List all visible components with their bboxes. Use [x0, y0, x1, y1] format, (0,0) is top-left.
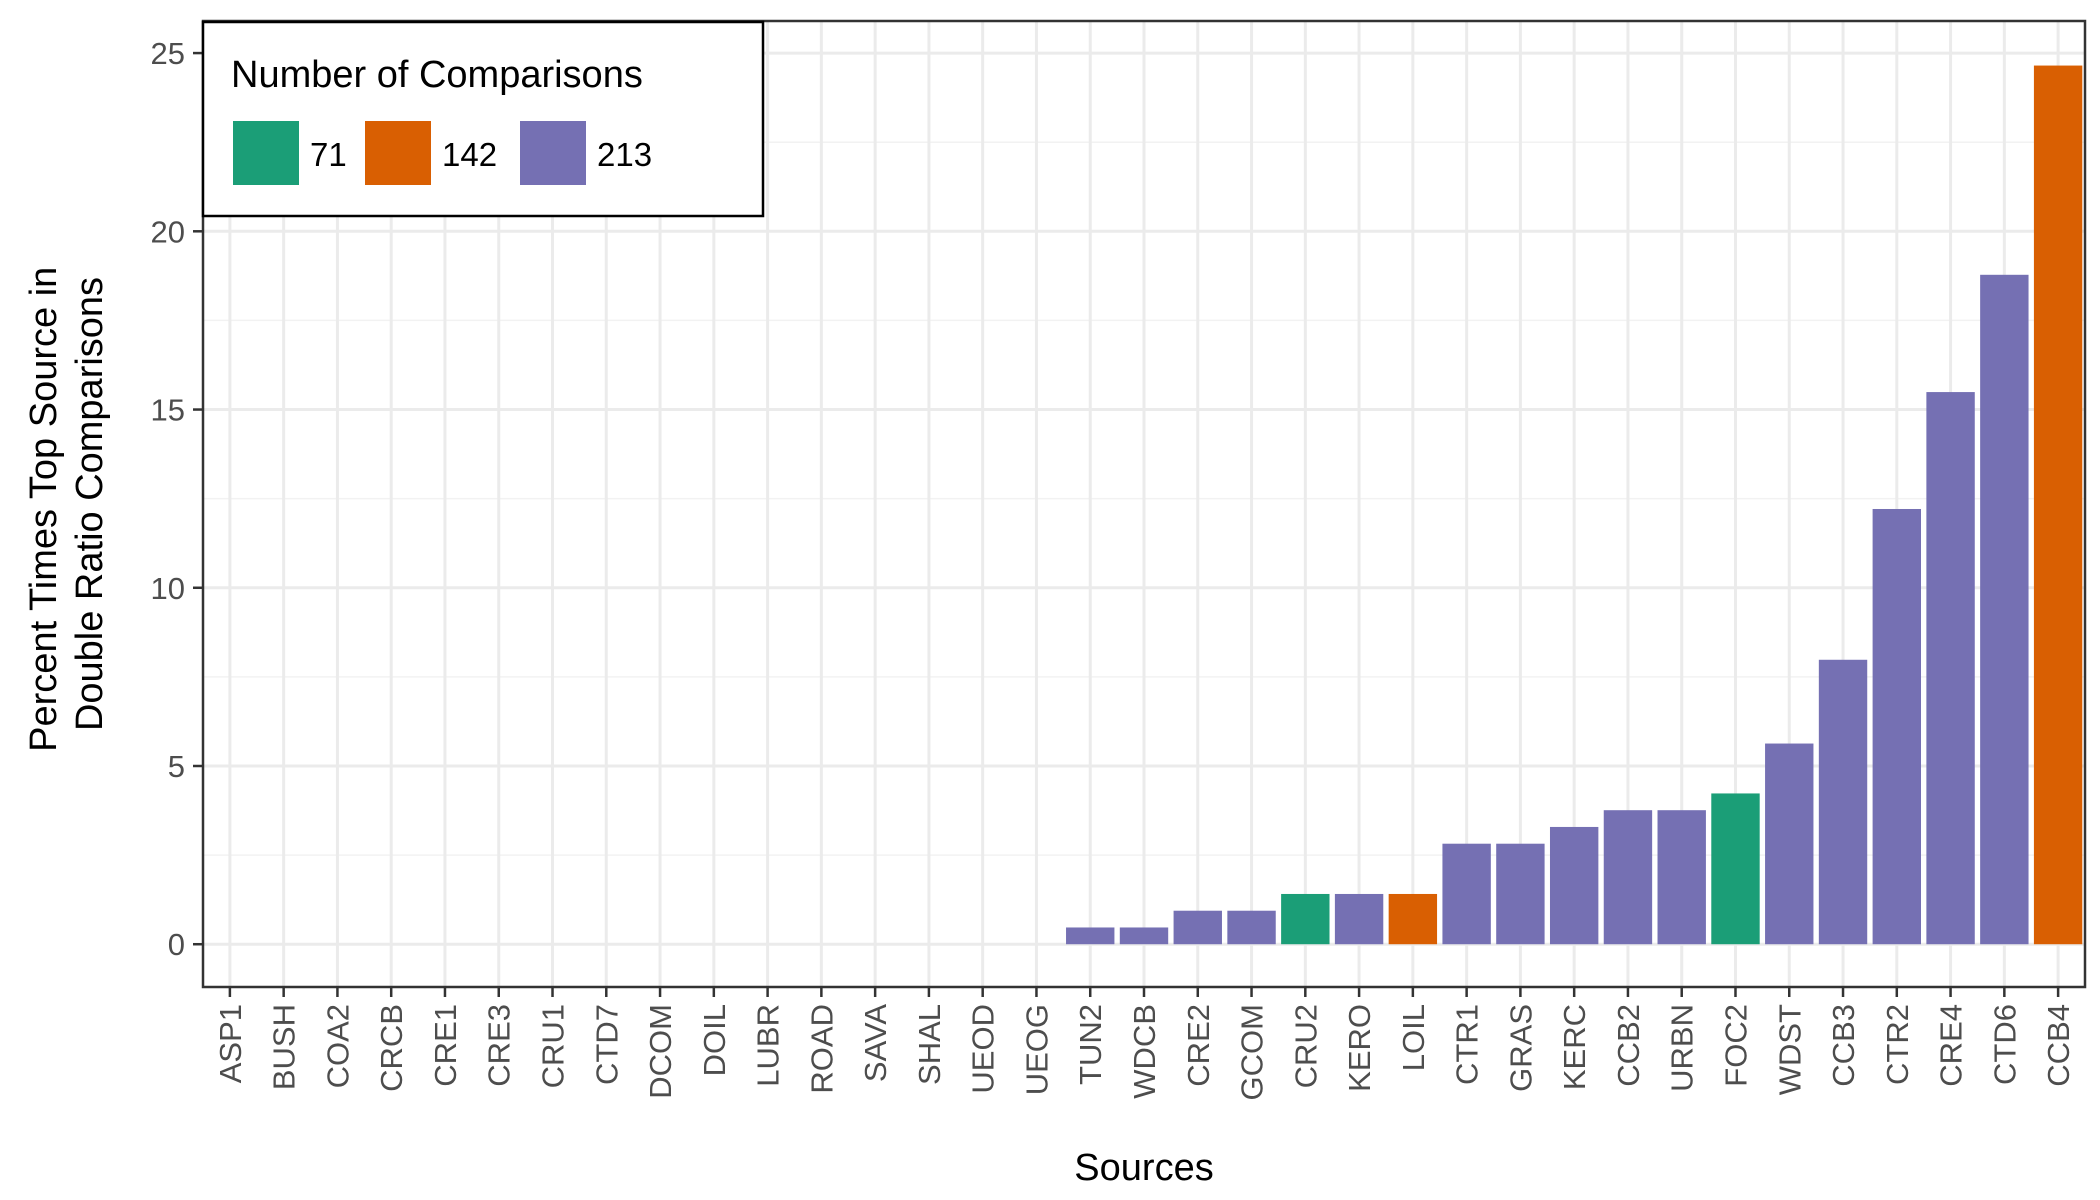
x-tick-label-ccb4: CCB4 — [2041, 1004, 2076, 1087]
y-tick-label: 20 — [151, 214, 185, 249]
y-axis-title: Percent Times Top Source in Double Ratio… — [23, 256, 111, 752]
bar-ctr1 — [1442, 843, 1491, 945]
y-axis: 0 5 10 15 20 25 — [151, 36, 203, 962]
x-tick-label-foc2: FOC2 — [1718, 1004, 1753, 1087]
x-tick-label-crcb: CRCB — [374, 1004, 409, 1092]
legend-title: Number of Comparisons — [231, 54, 643, 96]
y-axis-title-line-1: Percent Times Top Source in — [23, 267, 65, 752]
x-tick-label-urbn: URBN — [1665, 1004, 1700, 1092]
bar-gcom — [1227, 910, 1276, 945]
x-tick-label-dcom: DCOM — [643, 1004, 678, 1099]
bar-ccb2 — [1603, 810, 1653, 945]
bar-gras — [1496, 843, 1545, 945]
bar-foc2 — [1711, 793, 1760, 945]
y-tick-label: 25 — [151, 36, 185, 71]
x-tick-label-cru2: CRU2 — [1288, 1004, 1323, 1088]
legend-box — [201, 20, 765, 218]
y-tick-label: 5 — [168, 749, 185, 784]
x-tick-label-kero: KERO — [1342, 1004, 1377, 1092]
x-axis: ASP1 BUSH COA2 CRCB CRE1 CRE3 CRU1 CTD7 DCOM DOIL… — [213, 987, 2076, 1100]
bar-urbn — [1657, 810, 1706, 945]
legend-swatch-213 — [520, 121, 586, 185]
x-tick-label-kerc: KERC — [1557, 1004, 1592, 1090]
bar-ctr2 — [1872, 508, 1921, 945]
bar-tun2 — [1066, 927, 1115, 945]
x-tick-label-ccb2: CCB2 — [1611, 1004, 1646, 1087]
y-tick-label: 0 — [168, 927, 185, 962]
x-tick-label-tun2: TUN2 — [1073, 1004, 1108, 1085]
legend-swatch-71 — [233, 121, 299, 185]
x-tick-label-coa2: COA2 — [320, 1004, 355, 1088]
legend-swatch-142 — [365, 121, 431, 185]
x-tick-label-cre4: CRE4 — [1934, 1004, 1969, 1087]
x-tick-label-wdst: WDST — [1772, 1004, 1807, 1095]
x-tick-label-bush: BUSH — [267, 1004, 302, 1090]
x-tick-label-cre1: CRE1 — [428, 1004, 463, 1087]
bar-loil — [1388, 893, 1438, 945]
bar-cre2 — [1173, 910, 1222, 945]
legend-label-142: 142 — [442, 136, 497, 173]
bar-cru2 — [1281, 893, 1330, 945]
x-axis-title: Sources — [1074, 1147, 1213, 1189]
bar-wdcb — [1119, 927, 1169, 945]
x-tick-label-ccb3: CCB3 — [1826, 1004, 1861, 1087]
x-tick-label-lubr: LUBR — [751, 1004, 786, 1087]
x-tick-label-ctd7: CTD7 — [589, 1004, 624, 1085]
y-axis-title-line-2: Double Ratio Comparisons — [69, 277, 111, 731]
x-tick-label-sava: SAVA — [858, 1004, 893, 1082]
x-tick-label-gcom: GCOM — [1235, 1004, 1270, 1100]
x-tick-label-ueod: UEOD — [966, 1004, 1001, 1094]
legend: Number of Comparisons 71 142 213 — [201, 20, 765, 218]
x-tick-label-cru1: CRU1 — [536, 1004, 571, 1088]
x-tick-label-shal: SHAL — [912, 1004, 947, 1085]
bar-cre4 — [1926, 392, 1975, 945]
x-tick-label-ueog: UEOG — [1019, 1004, 1054, 1095]
x-tick-label-asp1: ASP1 — [213, 1004, 248, 1083]
legend-label-71: 71 — [310, 136, 347, 173]
x-tick-label-doil: DOIL — [697, 1004, 732, 1076]
x-tick-label-gras: GRAS — [1503, 1004, 1538, 1092]
x-tick-label-road: ROAD — [804, 1004, 839, 1094]
bar-wdst — [1765, 743, 1814, 945]
legend-label-213: 213 — [597, 136, 652, 173]
x-tick-label-loil: LOIL — [1396, 1004, 1431, 1071]
x-tick-label-ctr1: CTR1 — [1450, 1004, 1485, 1085]
bar-ccb3 — [1818, 659, 1868, 945]
y-tick-label: 15 — [151, 393, 185, 428]
x-tick-label-cre2: CRE2 — [1181, 1004, 1216, 1087]
x-tick-label-ctd6: CTD6 — [1987, 1004, 2022, 1085]
bars — [1066, 65, 2083, 945]
bar-ctd6 — [1980, 274, 2029, 945]
x-tick-label-cre3: CRE3 — [482, 1004, 517, 1087]
bar-ccb4 — [2033, 65, 2083, 945]
x-tick-label-ctr2: CTR2 — [1880, 1004, 1915, 1085]
bar-kero — [1334, 893, 1384, 945]
y-tick-label: 10 — [151, 571, 185, 606]
bar-kerc — [1549, 826, 1599, 945]
x-tick-label-wdcb: WDCB — [1127, 1004, 1162, 1099]
